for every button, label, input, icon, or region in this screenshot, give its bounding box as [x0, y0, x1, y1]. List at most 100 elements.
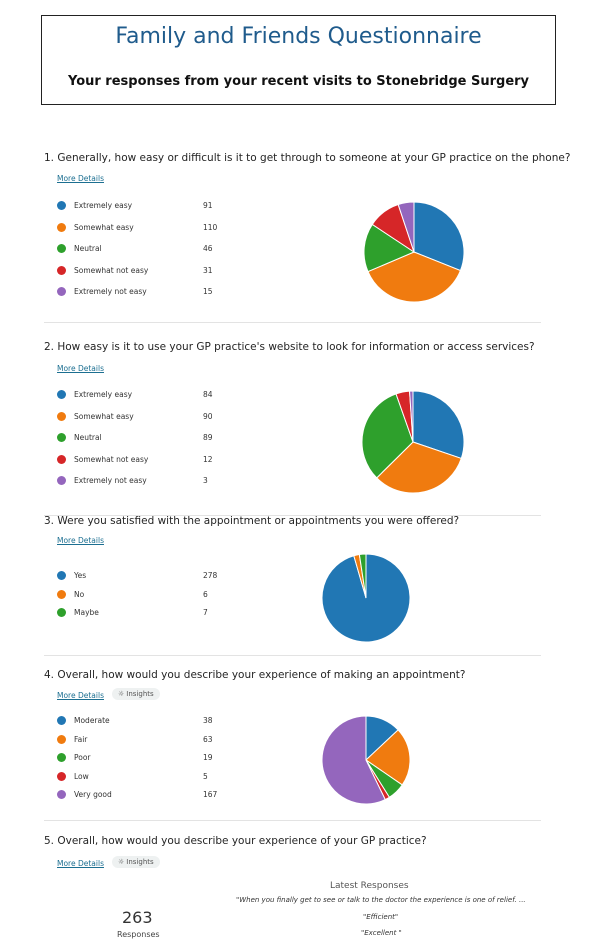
legend-count: 15	[203, 287, 213, 296]
legend-color-swatch	[57, 390, 66, 399]
legend-item: Fair 63	[57, 734, 257, 746]
legend-count: 46	[203, 244, 213, 253]
pie-chart-q4	[321, 715, 411, 805]
legend-count: 167	[203, 790, 218, 799]
header-box: Family and Friends Questionnaire Your re…	[41, 15, 556, 105]
legend-color-swatch	[57, 790, 66, 799]
legend-count: 90	[203, 411, 213, 421]
insights-button-q4[interactable]: ☼ Insights	[112, 688, 160, 700]
more-details-link-q3[interactable]: More Details	[57, 536, 104, 545]
legend-label: Extremely easy	[74, 201, 133, 210]
legend-item: Extremely not easy 15	[57, 286, 257, 298]
legend-count: 3	[203, 476, 208, 485]
legend-label: Very good	[74, 790, 112, 799]
legend-color-swatch	[57, 201, 66, 210]
legend-label: Fair	[74, 734, 88, 744]
legend-count: 84	[203, 390, 213, 399]
pie-slice	[365, 729, 411, 786]
page-title: Family and Friends Questionnaire	[115, 24, 482, 49]
legend-count: 12	[203, 454, 213, 464]
legend-item: Somewhat not easy 31	[57, 265, 257, 277]
legend-count: 110	[203, 222, 218, 232]
legend-color-swatch	[57, 753, 66, 762]
legend-label: No	[74, 589, 85, 599]
legend-label: Somewhat not easy	[74, 454, 149, 464]
legend-item: Somewhat not easy 12	[57, 454, 257, 466]
insights-button-q5[interactable]: ☼ Insights	[112, 856, 160, 868]
legend-count: 31	[203, 265, 213, 275]
legend-item: Low 5	[57, 771, 257, 783]
legend-item: Maybe 7	[57, 607, 257, 619]
legend-label: Neutral	[74, 433, 102, 442]
latest-responses-title: Latest Responses	[330, 881, 409, 891]
legend-color-swatch	[57, 716, 66, 725]
legend-color-swatch	[57, 222, 66, 232]
pie-slice	[409, 390, 414, 443]
pie-slice	[361, 393, 414, 479]
pie-chart-q1	[363, 201, 465, 303]
legend-label: Somewhat not easy	[74, 265, 149, 275]
legend-count: 89	[203, 433, 213, 442]
legend-item: Neutral 46	[57, 243, 257, 255]
legend-label: Neutral	[74, 244, 102, 253]
separator	[44, 515, 541, 516]
legend-label: Maybe	[74, 608, 99, 617]
pie-chart-q2	[361, 390, 465, 494]
latest-response-item: "Efficient"	[363, 913, 399, 921]
question-4-text: 4. Overall, how would you describe your …	[44, 669, 466, 681]
pie-slice	[367, 251, 462, 303]
separator	[44, 322, 541, 323]
more-details-link-q2[interactable]: More Details	[57, 364, 104, 373]
more-details-link-q1[interactable]: More Details	[57, 174, 104, 183]
separator	[44, 655, 541, 656]
legend-item: Very good 167	[57, 789, 257, 801]
legend-color-swatch	[57, 734, 66, 744]
legend-count: 91	[203, 201, 213, 210]
question-2-text: 2. How easy is it to use your GP practic…	[44, 341, 535, 353]
legend-color-swatch	[57, 454, 66, 464]
legend-color-swatch	[57, 608, 66, 617]
legend-label: Yes	[74, 571, 87, 580]
legend-color-swatch	[57, 287, 66, 296]
pie-slice	[397, 201, 415, 253]
lightbulb-icon: ☼	[118, 858, 125, 866]
page-subtitle: Your responses from your recent visits t…	[67, 74, 530, 89]
legend-item: Neutral 89	[57, 432, 257, 444]
legend-count: 19	[203, 753, 213, 762]
question-5-text: 5. Overall, how would you describe your …	[44, 835, 427, 847]
more-details-link-q4[interactable]: More Details	[57, 691, 104, 700]
legend-count: 6	[203, 589, 208, 599]
legend-label: Somewhat easy	[74, 222, 134, 232]
question-1-text: 1. Generally, how easy or difficult is i…	[44, 152, 571, 164]
pie-slice	[376, 441, 462, 494]
legend-label: Moderate	[74, 716, 110, 725]
legend-item: Extremely easy 91	[57, 200, 257, 212]
insights-label: Insights	[126, 690, 154, 698]
legend-item: Somewhat easy 110	[57, 222, 257, 234]
pie-slice	[321, 715, 386, 805]
legend-color-swatch	[57, 571, 66, 580]
legend-count: 38	[203, 716, 213, 725]
legend-label: Extremely not easy	[74, 287, 147, 296]
responses-label: Responses	[117, 930, 160, 939]
responses-count: 263	[122, 908, 153, 927]
legend-label: Extremely easy	[74, 390, 133, 399]
legend-item: Yes 278	[57, 570, 257, 582]
pie-chart-q3	[321, 553, 411, 643]
legend-count: 63	[203, 734, 213, 744]
insights-label: Insights	[126, 858, 154, 866]
pie-slice	[412, 390, 465, 460]
legend-item: Extremely easy 84	[57, 389, 257, 401]
question-3-text: 3. Were you satisfied with the appointme…	[44, 515, 460, 527]
legend-count: 5	[203, 771, 208, 781]
legend-count: 7	[203, 608, 208, 617]
legend-label: Extremely not easy	[74, 476, 147, 485]
legend-color-swatch	[57, 265, 66, 275]
legend-color-swatch	[57, 411, 66, 421]
legend-item: Poor 19	[57, 752, 257, 764]
more-details-link-q5[interactable]: More Details	[57, 859, 104, 868]
legend-color-swatch	[57, 433, 66, 442]
legend-color-swatch	[57, 589, 66, 599]
legend-item: No 6	[57, 589, 257, 601]
legend-label: Somewhat easy	[74, 411, 134, 421]
